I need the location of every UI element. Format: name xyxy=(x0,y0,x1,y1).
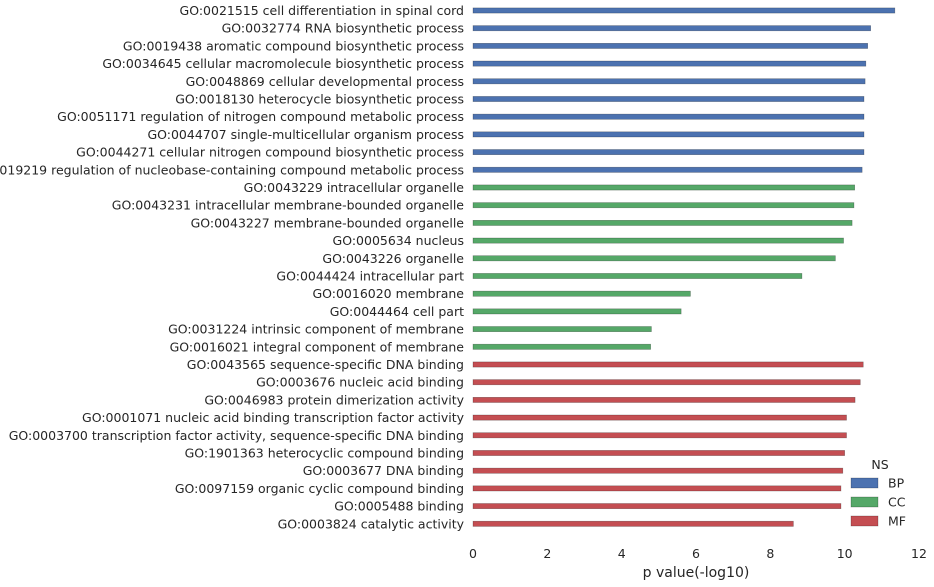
bar-bp xyxy=(472,131,865,138)
bar-bp xyxy=(472,60,867,67)
bar-cc xyxy=(472,237,844,244)
x-tick-label: 2 xyxy=(543,546,551,561)
category-label: GO:0051171 regulation of nitrogen compou… xyxy=(57,109,464,124)
bar-bp xyxy=(472,78,866,85)
category-label: GO:0043565 sequence-specific DNA binding xyxy=(187,357,464,372)
category-labels: GO:0021515 cell differentiation in spina… xyxy=(0,3,465,531)
bar-bp xyxy=(472,25,871,32)
bar-bp xyxy=(472,96,865,102)
category-label: GO:0016021 integral component of membran… xyxy=(170,339,465,354)
category-label: GO:0003676 nucleic acid binding xyxy=(256,375,464,390)
category-label: GO:0019219 regulation of nucleobase-cont… xyxy=(0,162,464,177)
x-tick-label: 8 xyxy=(766,546,774,561)
bar-mf xyxy=(472,414,847,421)
x-axis-ticks: 0 2 4 6 8 10 12 xyxy=(469,546,927,561)
legend-swatch-mf xyxy=(850,515,879,527)
category-label: GO:0046983 protein dimerization activity xyxy=(204,392,464,407)
category-label: GO:0031224 intrinsic component of membra… xyxy=(168,322,464,337)
x-axis-title: p value(-log10) xyxy=(643,565,750,581)
bar-mf xyxy=(472,467,844,474)
bar-bp xyxy=(472,113,865,120)
category-label: GO:0003824 catalytic activity xyxy=(278,516,465,531)
category-label: GO:0043226 organelle xyxy=(322,251,464,266)
x-tick-label: 6 xyxy=(692,546,700,561)
x-tick-label: 4 xyxy=(618,546,626,561)
bar-cc xyxy=(472,290,691,297)
bar-mf xyxy=(472,361,864,368)
category-label: GO:0005634 nucleus xyxy=(333,233,464,248)
category-label: GO:0018130 heterocycle biosynthetic proc… xyxy=(175,92,464,107)
category-label: GO:0044424 intracellular part xyxy=(276,269,464,284)
bar-cc xyxy=(472,220,853,226)
category-label: GO:1901363 heterocyclic compound binding xyxy=(185,446,464,461)
bar-mf xyxy=(472,485,842,492)
bar-cc xyxy=(472,255,836,262)
category-label: GO:0019438 aromatic compound biosyntheti… xyxy=(123,38,464,53)
bar-mf xyxy=(472,503,842,509)
legend: NS BP CC MF xyxy=(850,457,906,529)
category-label: GO:0001071 nucleic acid binding transcri… xyxy=(82,410,465,425)
x-tick-label: 12 xyxy=(911,546,927,561)
category-label: GO:0044271 cellular nitrogen compound bi… xyxy=(76,145,464,160)
bar-bp xyxy=(472,7,896,14)
x-tick-label: 0 xyxy=(469,546,477,561)
category-label: GO:0021515 cell differentiation in spina… xyxy=(180,3,464,18)
category-label: GO:0016020 membrane xyxy=(312,286,464,301)
legend-label-bp: BP xyxy=(888,476,905,491)
category-label: GO:0032774 RNA biosynthetic process xyxy=(222,21,464,36)
legend-label-cc: CC xyxy=(888,495,906,510)
bar-cc xyxy=(472,308,682,315)
category-label: GO:0044707 single-multicellular organism… xyxy=(147,127,464,142)
category-label: GO:0048869 cellular developmental proces… xyxy=(186,74,464,89)
bar-bp xyxy=(472,42,869,49)
category-label: GO:0003677 DNA binding xyxy=(303,463,464,478)
bar-mf xyxy=(472,450,845,456)
category-label: GO:0005488 binding xyxy=(334,499,464,514)
category-label: GO:0043227 membrane-bounded organelle xyxy=(191,215,465,230)
bar-bp xyxy=(472,149,865,155)
legend-swatch-bp xyxy=(850,477,879,489)
category-label: GO:0003700 transcription factor activity… xyxy=(9,428,464,443)
bar-cc xyxy=(472,202,855,209)
legend-swatch-cc xyxy=(850,496,879,508)
legend-label-mf: MF xyxy=(888,514,906,529)
category-label: GO:0034645 cellular macromolecule biosyn… xyxy=(102,56,464,71)
category-label: GO:0043229 intracellular organelle xyxy=(244,180,465,195)
bar-mf xyxy=(472,379,861,386)
x-tick-label: 10 xyxy=(837,546,853,561)
category-label: GO:0043231 intracellular membrane-bounde… xyxy=(112,198,465,213)
bar-cc xyxy=(472,343,651,350)
bars xyxy=(472,7,896,527)
bar-mf xyxy=(472,432,847,439)
bar-mf xyxy=(472,520,794,527)
bar-mf xyxy=(472,396,856,403)
bar-cc xyxy=(472,184,856,191)
legend-title: NS xyxy=(871,457,888,472)
category-label: GO:0097159 organic cyclic compound bindi… xyxy=(175,481,464,496)
bar-cc xyxy=(472,273,803,279)
bar-bp xyxy=(472,166,863,173)
bar-cc xyxy=(472,326,652,332)
category-label: GO:0044464 cell part xyxy=(330,304,464,319)
